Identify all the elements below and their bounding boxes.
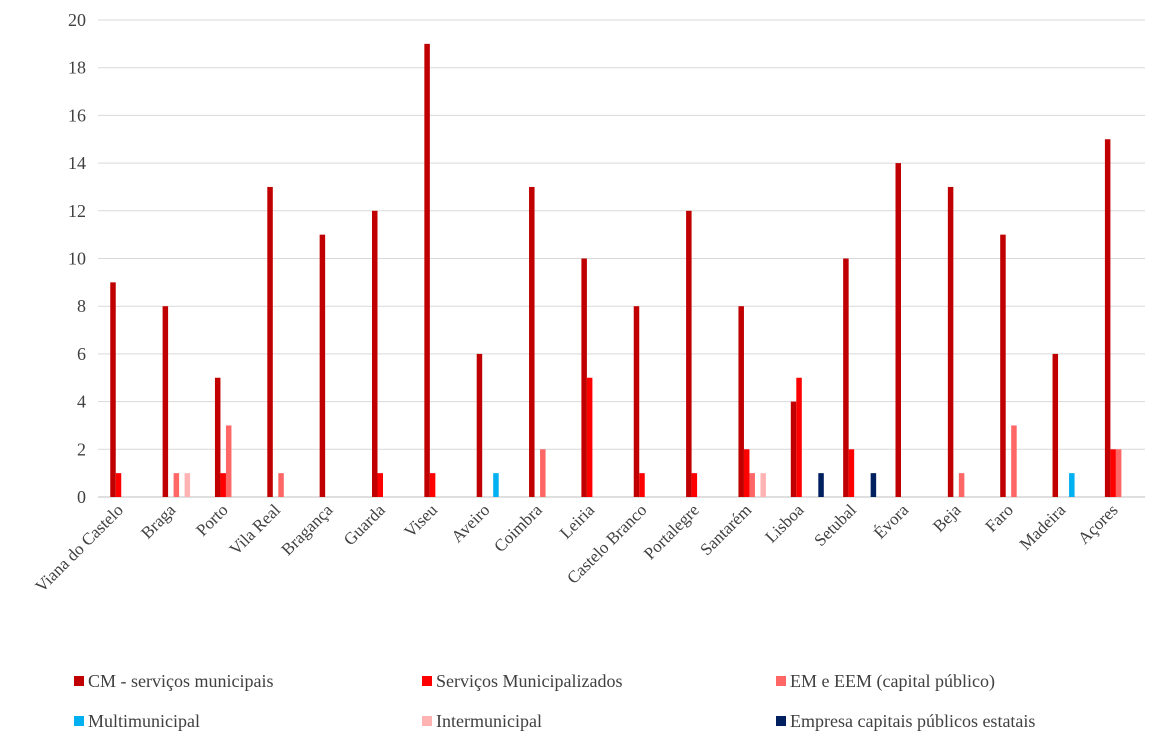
legend-label: Intermunicipal [436,711,542,731]
x-tick-label: Viseu [400,500,441,541]
bar-0-9 [581,258,587,497]
bar-0-18 [1052,353,1059,497]
legend-label: EM e EEM (capital público) [790,671,995,692]
bar-2-8 [540,449,546,497]
y-tick-label: 20 [68,10,86,30]
bar-2-12 [749,473,755,497]
bar-0-19 [1104,139,1111,497]
bar-1-2 [220,473,226,497]
gridlines [98,19,1145,498]
x-tick-label: Aveiro [448,500,494,546]
x-tick-label: Vila Real [226,500,285,559]
bar-0-13 [790,401,797,497]
bar-2-1 [173,473,180,497]
bar-1-10 [639,473,645,497]
y-tick-label: 2 [77,439,86,459]
bar-1-11 [691,473,698,497]
x-tick-label: Beja [929,500,965,536]
legend-swatch [422,676,432,686]
y-tick-label: 6 [77,344,86,364]
bar-0-3 [267,186,273,497]
bar-2-2 [225,425,232,497]
x-tick-label: Setubal [810,500,860,550]
x-tick-label: Évora [870,500,912,542]
legend-label: CM - serviços municipais [88,671,273,691]
y-tick-label: 18 [68,58,86,78]
x-tick-label: Braga [137,500,179,542]
bar-1-19 [1110,449,1116,497]
bar-1-14 [848,449,855,497]
bar-0-8 [529,186,535,497]
bar-0-7 [476,353,483,497]
bar-0-2 [214,377,221,497]
bar-1-5 [377,473,383,497]
legend: CM - serviços municipais Serviços Municip… [74,671,1035,731]
x-tick-label: Coimbra [490,500,546,556]
y-tick-label: 4 [77,392,86,412]
x-tick-label: Santarém [696,500,755,559]
bar-0-5 [372,210,378,498]
y-tick-label: 0 [77,487,86,507]
bars [110,43,1122,498]
bar-3-18 [1069,473,1075,497]
y-tick-label: 14 [68,153,86,173]
x-tick-label: Portalegre [640,500,703,563]
bar-0-16 [947,186,954,497]
bar-0-15 [895,163,901,497]
x-tick-label: Guarda [340,500,389,549]
legend-swatch [776,676,786,686]
bar-2-16 [958,473,965,497]
bar-0-6 [424,43,430,497]
legend-label: Multimunicipal [88,711,200,731]
legend-swatch [74,676,84,686]
x-tick-label: Viana do Castelo [31,500,127,596]
bar-2-19 [1115,449,1122,497]
bar-1-6 [429,473,436,497]
bar-5-13 [818,473,824,497]
x-tick-label: Porto [192,500,231,539]
bar-0-4 [319,234,326,497]
y-axis: 0 2 4 6 8 10 12 14 16 18 20 [68,10,86,507]
bar-1-0 [115,473,122,497]
x-tick-label: Lisboa [761,500,807,546]
bar-1-12 [743,449,750,497]
bar-4-1 [184,473,191,497]
bar-0-1 [162,306,169,497]
bar-0-17 [1000,234,1006,497]
y-tick-label: 8 [77,296,86,316]
legend-label: Empresa capitais públicos estatais [790,711,1035,731]
x-tick-label: Bragança [278,500,337,559]
legend-swatch [776,716,786,726]
x-tick-label: Faro [981,500,1016,535]
bar-2-3 [278,473,284,497]
bar-0-0 [110,282,116,497]
y-tick-label: 10 [68,249,86,269]
legend-swatch [422,716,432,726]
bar-1-9 [586,377,593,497]
bar-2-17 [1011,425,1017,497]
x-tick-label: Leiria [556,500,598,542]
bar-4-12 [760,473,766,497]
y-tick-label: 16 [68,105,86,125]
x-tick-label: Madeira [1016,500,1070,554]
bar-0-10 [633,306,640,497]
bar-0-11 [686,210,692,498]
bar-1-13 [796,377,802,497]
y-tick-label: 12 [68,201,86,221]
legend-swatch [74,716,84,726]
bar-0-12 [738,306,744,497]
legend-label: Serviços Municipalizados [436,671,622,691]
x-tick-label: Açores [1074,500,1121,547]
bar-3-7 [493,473,499,497]
bar-0-14 [843,258,849,497]
bar-5-14 [870,473,877,497]
